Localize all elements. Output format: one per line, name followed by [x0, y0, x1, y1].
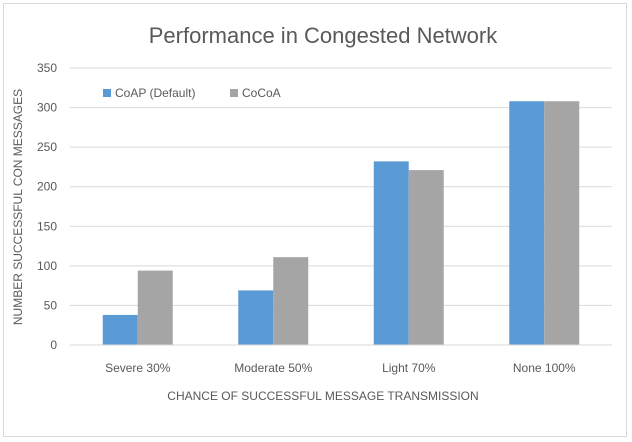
x-axis-ticks: Severe 30% Moderate 50% Light 70% None 100%: [105, 361, 576, 375]
bar-cocoa-1: [273, 257, 309, 345]
legend-swatch: [103, 89, 111, 97]
y-tick-label: 300: [37, 101, 57, 115]
y-tick-label: 0: [50, 338, 57, 352]
y-tick-label: 250: [37, 140, 57, 154]
y-tick-label: 50: [44, 298, 58, 312]
x-tick-label: None 100%: [513, 361, 576, 375]
bar-cocoa-3: [544, 101, 580, 346]
legend-label: CoCoA: [242, 86, 281, 100]
bar-coap-3: [509, 101, 545, 346]
bar-coap-2: [373, 161, 409, 345]
bar-cocoa-0: [137, 270, 173, 345]
bar-coap-0: [102, 314, 138, 345]
legend-label: CoAP (Default): [115, 86, 195, 100]
y-tick-label: 350: [37, 61, 57, 75]
x-axis-title: CHANCE OF SUCCESSFUL MESSAGE TRANSMISSIO…: [167, 389, 478, 403]
bar-coap-1: [238, 290, 274, 345]
x-tick-label: Severe 30%: [105, 361, 171, 375]
legend-swatch: [230, 89, 238, 97]
bar-cocoa-2: [408, 170, 444, 345]
y-axis-ticks: 0 50 100 150 200 250 300 350: [37, 61, 57, 352]
y-tick-label: 200: [37, 180, 57, 194]
legend: CoAP (Default) CoCoA: [103, 86, 281, 100]
bars: [102, 101, 580, 346]
y-tick-label: 150: [37, 219, 57, 233]
x-tick-label: Moderate 50%: [234, 361, 312, 375]
x-tick-label: Light 70%: [382, 361, 436, 375]
chart-title: Performance in Congested Network: [149, 23, 498, 48]
y-axis-title: NUMBER SUCCESSFUL CON MESSAGES: [11, 89, 25, 325]
y-tick-label: 100: [37, 259, 57, 273]
